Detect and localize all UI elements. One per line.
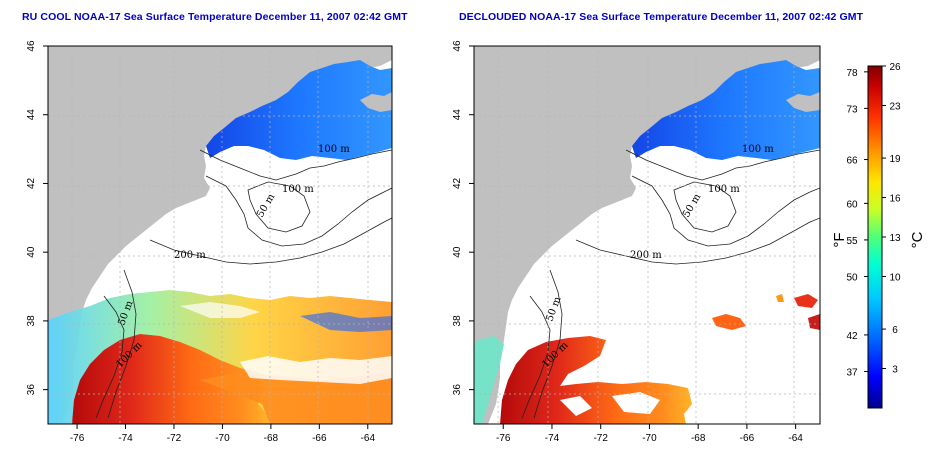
y-tick-label: 38 (452, 315, 463, 327)
fahrenheit-tick-label: 55 (846, 236, 858, 247)
fahrenheit-tick-label: 50 (846, 272, 858, 283)
contour-label: 200 m (174, 250, 206, 261)
fahrenheit-tick-label: 66 (846, 156, 858, 167)
y-tick-label: 44 (452, 109, 463, 121)
right-map: 100 m 100 m 50 m 200 m 50 m 100 m -76 -74… (452, 40, 821, 444)
right-map-grid (474, 46, 820, 424)
x-tick-label: -68 (691, 433, 706, 444)
contour-label: 100 m (708, 184, 740, 195)
right-map-cold-water (632, 60, 820, 160)
fahrenheit-tick-label: 37 (846, 367, 858, 378)
x-tick-label: -74 (118, 433, 133, 444)
left-map-grid (48, 46, 392, 424)
colorbar-fahrenheit-label: °F (831, 232, 848, 247)
left-map-land (48, 46, 392, 424)
celsius-tick-label: 16 (889, 194, 901, 205)
x-tick-label: -70 (642, 433, 657, 444)
right-map-frame (473, 45, 821, 425)
left-map-warm-water (72, 334, 270, 424)
celsius-tick-label: 26 (889, 62, 901, 73)
x-tick-label: -64 (788, 433, 803, 444)
left-map-cold-water (206, 60, 392, 160)
right-map-title: DECLOUDED NOAA-17 Sea Surface Temperatur… (459, 11, 864, 23)
celsius-tick-label: 13 (889, 233, 901, 244)
contour-label: 200 m (630, 250, 662, 261)
y-tick-label: 36 (26, 384, 37, 396)
celsius-tick-label: 6 (892, 325, 898, 336)
x-tick-label: -66 (312, 433, 327, 444)
x-tick-label: -70 (215, 433, 230, 444)
right-map-axes: -76 -74 -72 -70 -68 -66 -64 36 38 40 42 44 46 (452, 40, 803, 444)
celsius-tick-label: 10 (889, 272, 901, 283)
colorbar-gradient (867, 65, 883, 409)
x-tick-label: -76 (496, 433, 511, 444)
y-tick-label: 40 (452, 246, 463, 258)
contour-label: 100 m (742, 144, 774, 155)
left-map: 100 m 100 m 50 m 200 m 50 m 100 m -76 -74… (26, 40, 393, 444)
x-tick-label: -72 (593, 433, 608, 444)
right-map-contours (521, 149, 820, 419)
fahrenheit-tick-label: 73 (846, 104, 858, 115)
x-tick-label: -76 (70, 433, 85, 444)
left-map-axes: -76 -74 -72 -70 -68 -66 -64 36 38 40 42 44 46 (26, 40, 375, 444)
celsius-tick-label: 23 (889, 101, 901, 112)
colorbar-celsius-label: °C (909, 231, 926, 248)
right-map-land (474, 46, 820, 424)
celsius-tick-label: 3 (892, 365, 898, 376)
contour-label: 100 m (318, 144, 350, 155)
x-tick-label: -66 (740, 433, 755, 444)
left-map-contours (95, 149, 392, 419)
left-map-title: RU COOL NOAA-17 Sea Surface Temperature … (22, 11, 408, 23)
x-tick-label: -64 (361, 433, 376, 444)
y-tick-label: 42 (452, 177, 463, 189)
colorbar-ticks: 26 23 19 16 13 10 6 3 78 73 66 60 55 50 42 37 (846, 62, 901, 378)
y-tick-label: 40 (26, 246, 37, 258)
colorbar: 26 23 19 16 13 10 6 3 78 73 66 60 55 50 42 37 °F °C (831, 62, 926, 409)
y-tick-label: 46 (26, 40, 37, 52)
y-tick-label: 38 (26, 315, 37, 327)
fahrenheit-tick-label: 60 (846, 199, 858, 210)
y-tick-label: 36 (452, 384, 463, 396)
fahrenheit-tick-label: 42 (846, 331, 858, 342)
contour-label: 100 m (282, 184, 314, 195)
y-tick-label: 46 (452, 40, 463, 52)
y-tick-label: 44 (26, 109, 37, 121)
celsius-tick-label: 19 (889, 154, 901, 165)
x-tick-label: -74 (545, 433, 560, 444)
x-tick-label: -72 (167, 433, 182, 444)
left-map-frame (47, 45, 393, 425)
x-tick-label: -68 (264, 433, 279, 444)
y-tick-label: 42 (26, 177, 37, 189)
fahrenheit-tick-label: 78 (846, 68, 858, 79)
